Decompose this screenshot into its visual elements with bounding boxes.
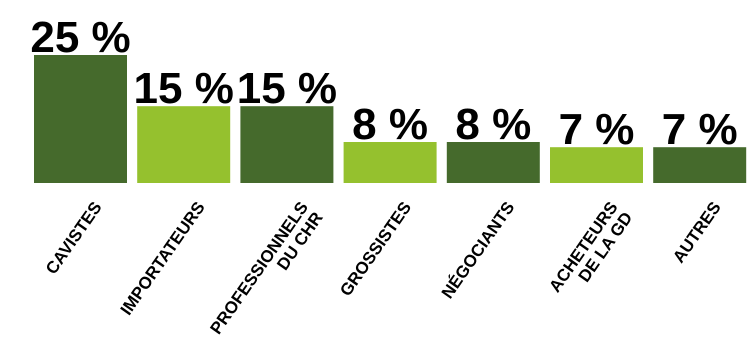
bar [240, 106, 334, 183]
category-label-line: GROSSISTES [336, 198, 415, 299]
bar [550, 147, 643, 183]
bar [137, 106, 231, 183]
bar-value-label: 15 % [134, 64, 234, 113]
category-label-line: IMPORTATEURS [117, 198, 209, 318]
category-label-line: NÉGOCIANTS [438, 198, 519, 302]
category-label: GROSSISTES [336, 198, 415, 299]
bars-group [34, 55, 747, 183]
bar-value-label: 8 % [455, 100, 531, 149]
category-label: AUTRES [669, 198, 725, 266]
bar [343, 142, 437, 183]
category-label-line: AUTRES [669, 198, 725, 266]
bar-value-label: 7 % [662, 105, 738, 154]
category-label: PROFESSIONNELSDU CHR [206, 198, 326, 341]
bar [34, 55, 127, 183]
bar-value-label: 7 % [559, 105, 635, 154]
bar [446, 142, 540, 183]
category-label: ACHETEURSDE LA GD [545, 198, 636, 306]
bar [653, 147, 747, 183]
category-label: IMPORTATEURS [117, 198, 209, 318]
category-label-line: CAVISTES [42, 198, 106, 278]
bar-value-label: 25 % [30, 13, 130, 62]
category-label-line: PROFESSIONNELS [206, 198, 312, 337]
category-label: CAVISTES [42, 198, 106, 278]
bar-value-label: 15 % [237, 64, 337, 113]
bar-value-label: 8 % [352, 100, 428, 149]
category-label: NÉGOCIANTS [438, 198, 519, 302]
value-labels-group: 25 %15 % 15 %8 % 8 % 7 % 7 % [30, 13, 737, 154]
